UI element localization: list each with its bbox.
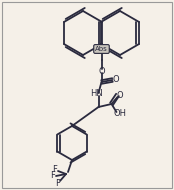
Text: F: F xyxy=(56,178,60,188)
Text: O: O xyxy=(112,75,119,85)
Text: F: F xyxy=(51,172,56,180)
Text: Abs: Abs xyxy=(95,46,108,52)
Text: O: O xyxy=(98,66,105,75)
Text: F: F xyxy=(53,165,57,173)
Text: OH: OH xyxy=(114,108,127,117)
Text: O: O xyxy=(116,90,123,100)
Text: HN: HN xyxy=(90,89,103,98)
